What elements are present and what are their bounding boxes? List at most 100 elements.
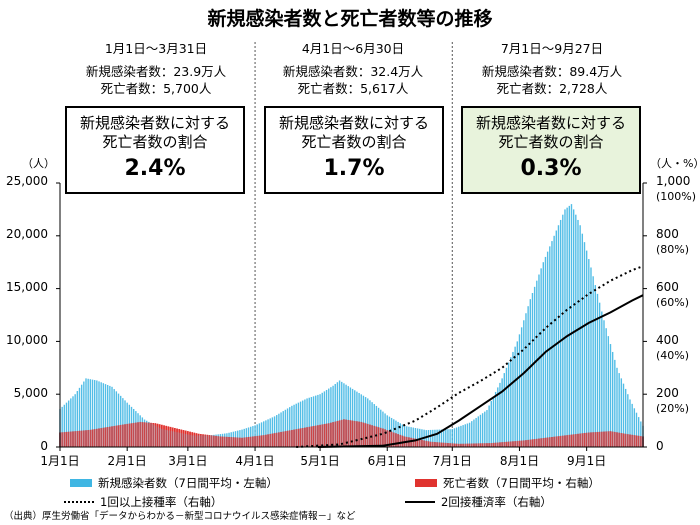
case-bar	[436, 429, 438, 447]
case-bar	[412, 427, 414, 447]
death-bar-overlay	[631, 434, 633, 447]
right-tick-200: 200	[656, 386, 679, 400]
death-bar-overlay	[117, 425, 120, 447]
x-tick-label: 2月1日	[108, 454, 147, 468]
legend-dose2-swatch	[405, 501, 435, 503]
death-bar-overlay	[191, 432, 193, 447]
period-3-cases: 新規感染者数：89.4万人	[481, 64, 623, 79]
death-bar-overlay	[555, 436, 557, 447]
death-bar-overlay	[185, 430, 187, 447]
death-bar-overlay	[230, 437, 232, 447]
death-bar-overlay	[562, 435, 564, 447]
death-bar-overlay	[341, 419, 343, 447]
case-bar	[549, 246, 551, 447]
case-bar	[341, 381, 343, 447]
death-bar-overlay	[462, 443, 464, 447]
left-tick-0: 0	[40, 439, 48, 453]
death-bar-overlay	[228, 436, 230, 447]
death-bar-overlay	[356, 421, 358, 447]
death-bar-overlay	[104, 427, 107, 447]
case-bar	[510, 357, 512, 447]
case-bar	[96, 380, 98, 447]
case-bar	[321, 392, 323, 447]
right-tick-800: 800	[656, 227, 679, 241]
death-bar-overlay	[289, 430, 291, 447]
death-bar-overlay	[583, 433, 586, 447]
death-bar-overlay	[423, 440, 425, 447]
case-bar	[479, 414, 482, 447]
case-bar	[564, 209, 566, 447]
death-bar-overlay	[206, 434, 208, 447]
death-bar-overlay	[278, 432, 280, 447]
death-bar-overlay	[102, 427, 104, 447]
death-bar-overlay	[451, 443, 453, 447]
death-bar-overlay	[247, 436, 250, 447]
death-bar-overlay	[412, 438, 414, 447]
case-bar	[637, 417, 640, 447]
case-bar	[373, 404, 375, 447]
case-bar	[568, 205, 571, 447]
right-tick-80pct: (80%)	[656, 243, 690, 256]
case-bar	[375, 405, 378, 447]
death-bar-overlay	[516, 440, 518, 447]
death-bar-overlay	[620, 433, 622, 447]
death-bar-overlay	[384, 429, 386, 447]
death-bar-overlay	[495, 442, 497, 447]
case-bar	[536, 280, 538, 447]
death-bar-overlay	[540, 438, 542, 447]
death-bar-overlay	[568, 434, 570, 447]
death-bar-overlay	[91, 429, 94, 447]
period-1-deaths: 死亡者数：5,700人	[100, 81, 212, 96]
case-bar	[503, 373, 505, 447]
death-bar-overlay	[221, 436, 224, 447]
legend-deaths-label: 死亡者数（7日間平均・右軸）	[443, 476, 600, 490]
death-bar-overlay	[330, 422, 332, 447]
death-bar-overlay	[612, 431, 614, 447]
case-bar	[588, 259, 590, 447]
case-bar	[293, 404, 295, 447]
death-bar-overlay	[269, 433, 271, 447]
case-bar	[354, 390, 356, 447]
death-bar-overlay	[466, 443, 469, 447]
death-bar-overlay	[107, 427, 109, 447]
death-bar-overlay	[640, 436, 642, 447]
death-bar-overlay	[200, 434, 202, 447]
case-bar	[102, 383, 105, 447]
case-bar	[312, 396, 315, 447]
case-bar	[315, 395, 317, 447]
death-bar-overlay	[449, 443, 451, 447]
death-bar-overlay	[456, 443, 458, 447]
death-bar-overlay	[260, 435, 263, 447]
death-bar-overlay	[410, 437, 412, 447]
case-bar	[583, 242, 586, 447]
death-bar-overlay	[367, 423, 369, 447]
death-bar-overlay	[258, 435, 260, 447]
death-bar-overlay	[614, 431, 616, 447]
case-bar	[273, 416, 276, 447]
death-bar-overlay	[375, 426, 378, 447]
death-bar-overlay	[128, 423, 130, 447]
death-bar-overlay	[510, 441, 512, 447]
case-bar	[65, 402, 68, 447]
case-bar	[106, 384, 109, 447]
left-tick-5000: 5,000	[13, 386, 48, 400]
death-bar-overlay	[581, 433, 583, 447]
case-bar	[98, 381, 100, 447]
case-bar	[124, 400, 126, 447]
death-bar-overlay	[219, 436, 221, 447]
case-bar	[488, 405, 490, 447]
case-bar	[473, 419, 475, 447]
case-bar	[468, 422, 471, 447]
case-bar	[267, 419, 269, 447]
case-bar	[332, 385, 334, 447]
case-bar	[553, 235, 555, 447]
death-bar-overlay	[152, 423, 154, 447]
death-bar-overlay	[447, 443, 449, 447]
death-bar-overlay	[592, 432, 594, 447]
case-bar	[453, 428, 456, 447]
death-bar-overlay	[126, 423, 128, 447]
case-bar	[492, 396, 495, 447]
death-bar-overlay	[527, 439, 529, 447]
death-bar-overlay	[195, 433, 198, 447]
